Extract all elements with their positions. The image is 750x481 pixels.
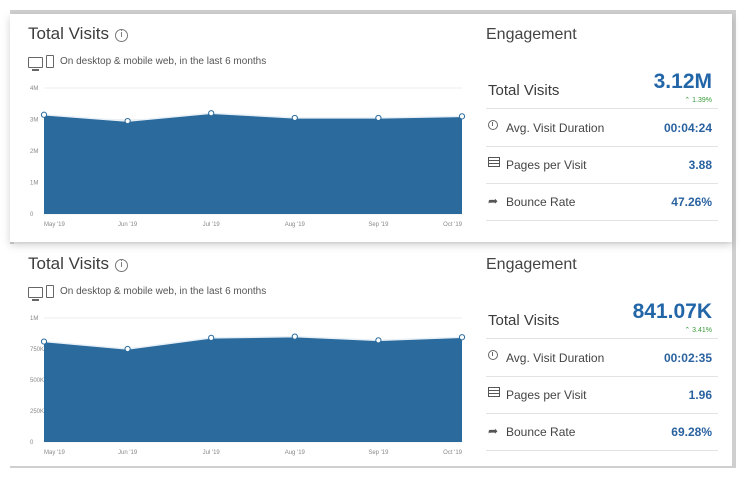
desktop-icon xyxy=(28,57,43,68)
data-point xyxy=(459,335,464,340)
data-point xyxy=(125,118,130,123)
metric-label: Bounce Rate xyxy=(506,425,575,439)
data-point xyxy=(209,111,214,116)
avg-visit-duration-row: Avg. Visit Duration 00:02:35 xyxy=(486,340,718,377)
metric-value: 3.88 xyxy=(689,158,712,172)
y-tick-label: 1M xyxy=(30,181,38,187)
visits-area-chart[interactable]: 0 250K 500K 750K 1M May '19 Jun '19 Jul '19 Aug … xyxy=(28,310,468,458)
mobile-icon xyxy=(46,285,54,298)
x-tick-label: Sep '19 xyxy=(368,450,389,456)
x-tick-label: Sep '19 xyxy=(368,222,389,228)
engagement-title: Engagement xyxy=(486,256,577,274)
x-tick-label: May '19 xyxy=(44,222,65,228)
visits-change-value: 1.39% xyxy=(692,97,712,104)
pages-icon xyxy=(488,157,500,167)
info-icon[interactable]: i xyxy=(115,29,128,42)
panel-subtitle: On desktop & mobile web, in the last 6 m… xyxy=(28,55,266,68)
pages-per-visit-row: Pages per Visit 3.88 xyxy=(486,147,718,184)
y-tick-label: 1M xyxy=(30,316,38,322)
data-point xyxy=(292,115,297,120)
data-point xyxy=(125,346,130,351)
total-visits-value: 3.12M xyxy=(654,70,712,94)
panel-subtitle: On desktop & mobile web, in the last 6 m… xyxy=(28,285,266,298)
metric-value: 69.28% xyxy=(671,425,712,439)
info-icon[interactable]: i xyxy=(115,259,128,272)
data-point xyxy=(209,335,214,340)
visits-change-value: 3.41% xyxy=(692,327,712,334)
metric-value: 00:04:24 xyxy=(664,121,712,135)
visits-change: ⌃ 3.41% xyxy=(684,326,712,334)
visits-area-chart[interactable]: 0 1M 2M 3M 4M May '19 Jun '19 Jul '19 Aug '19 Sep… xyxy=(28,80,468,230)
panel-subtitle-text: On desktop & mobile web, in the last 6 m… xyxy=(60,286,266,297)
data-point xyxy=(459,114,464,119)
share-arrow-icon: ➦ xyxy=(488,194,498,208)
data-point xyxy=(41,339,46,344)
x-tick-label: Aug '19 xyxy=(285,450,306,456)
total-visits-row: Total Visits 3.12M ⌃ 1.39% xyxy=(486,68,718,109)
y-tick-label: 250K xyxy=(30,409,44,415)
avg-visit-duration-row: Avg. Visit Duration 00:04:24 xyxy=(486,110,718,147)
bounce-rate-row: ➦ Bounce Rate 47.26% xyxy=(486,184,718,221)
metric-label: Pages per Visit xyxy=(506,388,587,402)
x-tick-label: Oct '19 xyxy=(443,450,462,456)
total-visits-panel-1: Total Visits i On desktop & mobile web, i… xyxy=(10,14,732,242)
engagement-title: Engagement xyxy=(486,26,577,44)
panel-title: Total Visits i xyxy=(28,24,128,44)
x-tick-label: Jun '19 xyxy=(118,450,138,456)
pages-icon xyxy=(488,387,500,397)
data-point xyxy=(376,115,381,120)
pages-per-visit-row: Pages per Visit 1.96 xyxy=(486,377,718,414)
metric-label: Bounce Rate xyxy=(506,195,575,209)
up-arrow-icon: ⌃ xyxy=(684,327,692,334)
y-tick-label: 750K xyxy=(30,347,44,353)
bounce-rate-row: ➦ Bounce Rate 69.28% xyxy=(486,414,718,451)
x-tick-label: Oct '19 xyxy=(443,222,462,228)
total-visits-value: 841.07K xyxy=(633,300,712,324)
data-point xyxy=(41,112,46,117)
y-tick-label: 2M xyxy=(30,149,38,155)
up-arrow-icon: ⌃ xyxy=(684,97,692,104)
panel-subtitle-text: On desktop & mobile web, in the last 6 m… xyxy=(60,56,266,67)
x-tick-label: May '19 xyxy=(44,450,65,456)
clock-icon xyxy=(488,350,498,360)
clock-icon xyxy=(488,120,498,130)
total-visits-label: Total Visits xyxy=(488,312,559,329)
metric-value: 00:02:35 xyxy=(664,351,712,365)
mobile-icon xyxy=(46,55,54,68)
total-visits-panel-2: Total Visits i On desktop & mobile web, i… xyxy=(10,244,732,466)
metric-label: Avg. Visit Duration xyxy=(506,121,604,135)
y-tick-label: 500K xyxy=(30,378,44,384)
x-tick-label: Jul '19 xyxy=(203,222,221,228)
data-point xyxy=(376,338,381,343)
area-fill xyxy=(44,113,462,214)
data-point xyxy=(292,334,297,339)
x-tick-label: Aug '19 xyxy=(285,222,306,228)
total-visits-row: Total Visits 841.07K ⌃ 3.41% xyxy=(486,298,718,339)
area-fill xyxy=(44,337,462,442)
y-tick-label: 4M xyxy=(30,86,38,92)
panel-title: Total Visits i xyxy=(28,254,128,274)
share-arrow-icon: ➦ xyxy=(488,424,498,438)
y-tick-label: 0 xyxy=(30,440,34,446)
visits-change: ⌃ 1.39% xyxy=(684,96,712,104)
panel-title-text: Total Visits xyxy=(28,24,109,43)
x-tick-label: Jun '19 xyxy=(118,222,138,228)
y-tick-label: 0 xyxy=(30,212,34,218)
metric-value: 1.96 xyxy=(689,388,712,402)
metric-value: 47.26% xyxy=(671,195,712,209)
panel-title-text: Total Visits xyxy=(28,254,109,273)
metric-label: Avg. Visit Duration xyxy=(506,351,604,365)
total-visits-label: Total Visits xyxy=(488,82,559,99)
devices-icon xyxy=(28,285,54,298)
metric-label: Pages per Visit xyxy=(506,158,587,172)
desktop-icon xyxy=(28,287,43,298)
y-tick-label: 3M xyxy=(30,118,38,124)
devices-icon xyxy=(28,55,54,68)
x-tick-label: Jul '19 xyxy=(203,450,221,456)
